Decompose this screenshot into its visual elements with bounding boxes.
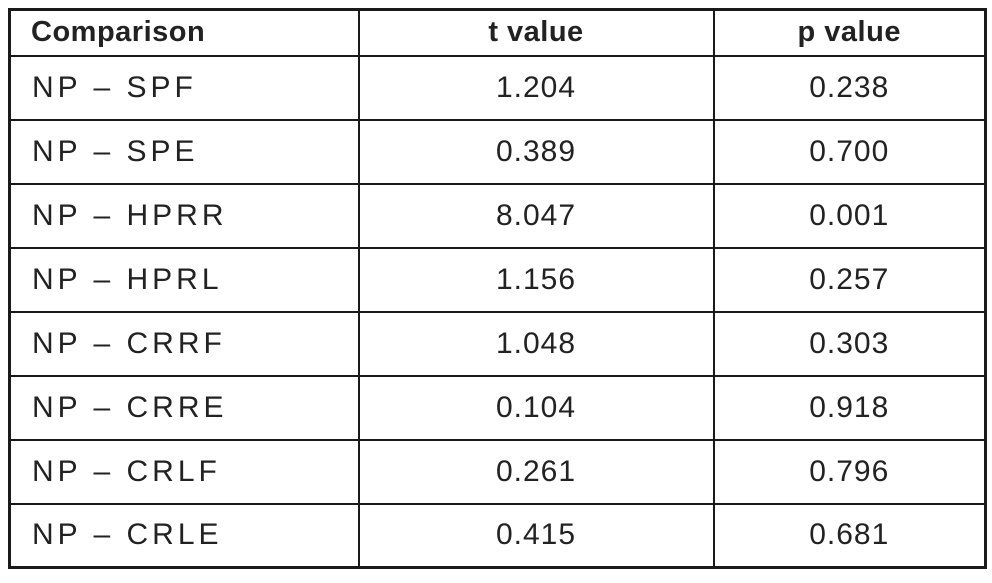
t-value-cell: 1.156 xyxy=(357,246,715,313)
table-row: NP – HPRL 1.156 0.257 xyxy=(8,246,987,313)
p-value-cell: 0.700 xyxy=(712,118,987,185)
comparison-cell: NP – SPE xyxy=(8,118,360,185)
table-row: NP – CRRE 0.104 0.918 xyxy=(8,374,987,441)
statistics-table: Comparison t value p value NP – SPF 1.20… xyxy=(8,8,987,569)
table-row: NP – HPRR 8.047 0.001 xyxy=(8,182,987,249)
comparison-cell: NP – CRLF xyxy=(8,438,360,505)
p-value-cell: 0.257 xyxy=(712,246,987,313)
comparison-cell: NP – HPRR xyxy=(8,182,360,249)
p-value-cell: 0.001 xyxy=(712,182,987,249)
t-value-cell: 0.389 xyxy=(357,118,715,185)
header-row: Comparison t value p value xyxy=(8,8,987,57)
t-value-cell: 8.047 xyxy=(357,182,715,249)
column-header-p-value: p value xyxy=(712,8,987,57)
p-value-cell: 0.796 xyxy=(712,438,987,505)
table-row: NP – SPE 0.389 0.700 xyxy=(8,118,987,185)
t-value-cell: 1.048 xyxy=(357,310,715,377)
comparison-cell: NP – SPF xyxy=(8,54,360,121)
column-header-t-value: t value xyxy=(357,8,715,57)
table-row: NP – CRLE 0.415 0.681 xyxy=(8,502,987,569)
p-value-cell: 0.238 xyxy=(712,54,987,121)
table-row: NP – SPF 1.204 0.238 xyxy=(8,54,987,121)
comparison-cell: NP – CRRE xyxy=(8,374,360,441)
p-value-cell: 0.303 xyxy=(712,310,987,377)
column-header-comparison: Comparison xyxy=(8,8,360,57)
p-value-cell: 0.681 xyxy=(712,502,987,569)
p-value-cell: 0.918 xyxy=(712,374,987,441)
table-row: NP – CRLF 0.261 0.796 xyxy=(8,438,987,505)
comparison-cell: NP – CRRF xyxy=(8,310,360,377)
table-row: NP – CRRF 1.048 0.303 xyxy=(8,310,987,377)
t-value-cell: 0.261 xyxy=(357,438,715,505)
t-value-cell: 1.204 xyxy=(357,54,715,121)
t-value-cell: 0.104 xyxy=(357,374,715,441)
t-value-cell: 0.415 xyxy=(357,502,715,569)
comparison-cell: NP – HPRL xyxy=(8,246,360,313)
comparison-cell: NP – CRLE xyxy=(8,502,360,569)
